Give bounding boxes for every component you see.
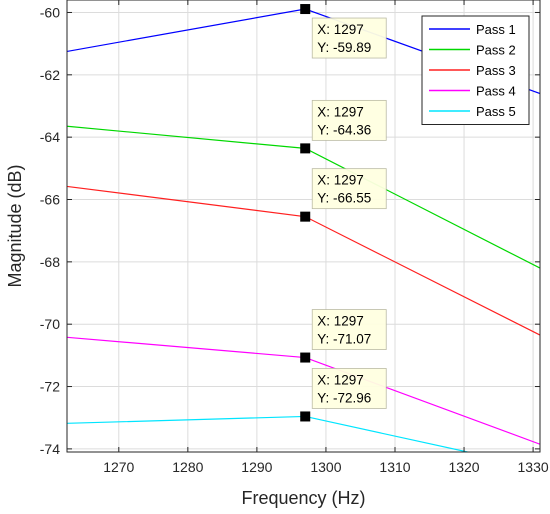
datatip-background	[311, 168, 387, 210]
datatip-marker[interactable]	[300, 352, 311, 363]
datatip-box: X: 1297 Y: -71.07	[311, 309, 387, 350]
y-tick-label: -62	[40, 67, 60, 83]
datatip-x-text: X: 1297	[317, 22, 364, 37]
legend[interactable]: Pass 1 Pass 2 Pass 3 Pass 4 Pass 5	[421, 15, 530, 125]
ticks: 1270 1280 1290 1300 1310 1320 1330 -74 -72 -70 -68…	[40, 0, 549, 475]
y-tick-label: -66	[40, 192, 60, 208]
y-tick-label: -72	[40, 379, 60, 395]
datatips: X: 1297 Y: -59.89 X: 1297 Y: -64.36 X: 1297 Y…	[311, 17, 387, 409]
datatip-x-text: X: 1297	[317, 173, 364, 188]
datatip-y-text: Y: -72.96	[317, 390, 371, 405]
datatip-box: X: 1297 Y: -66.55	[311, 168, 387, 210]
datatip-x-text: X: 1297	[317, 372, 364, 387]
datatip-y-text: Y: -66.55	[317, 191, 371, 206]
x-axis-label: Frequency (Hz)	[241, 488, 365, 508]
x-tick-label: 1320	[448, 459, 479, 475]
datatip-marker[interactable]	[300, 411, 311, 422]
datatip-y-text: Y: -71.07	[317, 332, 371, 347]
x-tick-label: 1290	[241, 459, 272, 475]
datatip-background	[311, 99, 387, 141]
legend-entry-label: Pass 2	[476, 43, 516, 58]
x-tick-label: 1300	[310, 459, 341, 475]
x-tick-label: 1310	[379, 459, 410, 475]
axes-box	[66, 0, 541, 453]
x-tick-label: 1330	[518, 459, 549, 475]
datatip-marker[interactable]	[300, 211, 311, 222]
y-tick-label: -70	[40, 316, 60, 332]
datatip-y-text: Y: -59.89	[317, 40, 371, 55]
legend-entry-label: Pass 4	[476, 84, 516, 99]
x-tick-label: 1270	[103, 459, 134, 475]
datatip-x-text: X: 1297	[317, 314, 364, 329]
x-tick-label: 1280	[172, 459, 203, 475]
legend-entry-label: Pass 1	[476, 22, 516, 37]
y-tick-label: -68	[40, 254, 60, 270]
datatip-box: X: 1297 Y: -59.89	[311, 17, 387, 59]
datatip-marker[interactable]	[300, 143, 311, 154]
legend-entry-label: Pass 5	[476, 104, 516, 119]
legend-entry-label: Pass 3	[476, 63, 516, 78]
y-tick-label: -64	[40, 129, 60, 145]
y-tick-label: -60	[40, 4, 60, 20]
datatip-box: X: 1297 Y: -64.36	[311, 99, 387, 141]
datatip-markers	[300, 4, 311, 422]
datatip-background	[311, 17, 387, 59]
datatip-x-text: X: 1297	[317, 104, 364, 119]
datatip-marker[interactable]	[300, 4, 311, 15]
datatip-background	[311, 368, 387, 409]
datatip-y-text: Y: -64.36	[317, 122, 371, 137]
y-axis-label: Magnitude (dB)	[5, 164, 25, 287]
datatip-box: X: 1297 Y: -72.96	[311, 368, 387, 409]
datatip-background	[311, 309, 387, 350]
y-tick-label: -74	[40, 441, 60, 457]
